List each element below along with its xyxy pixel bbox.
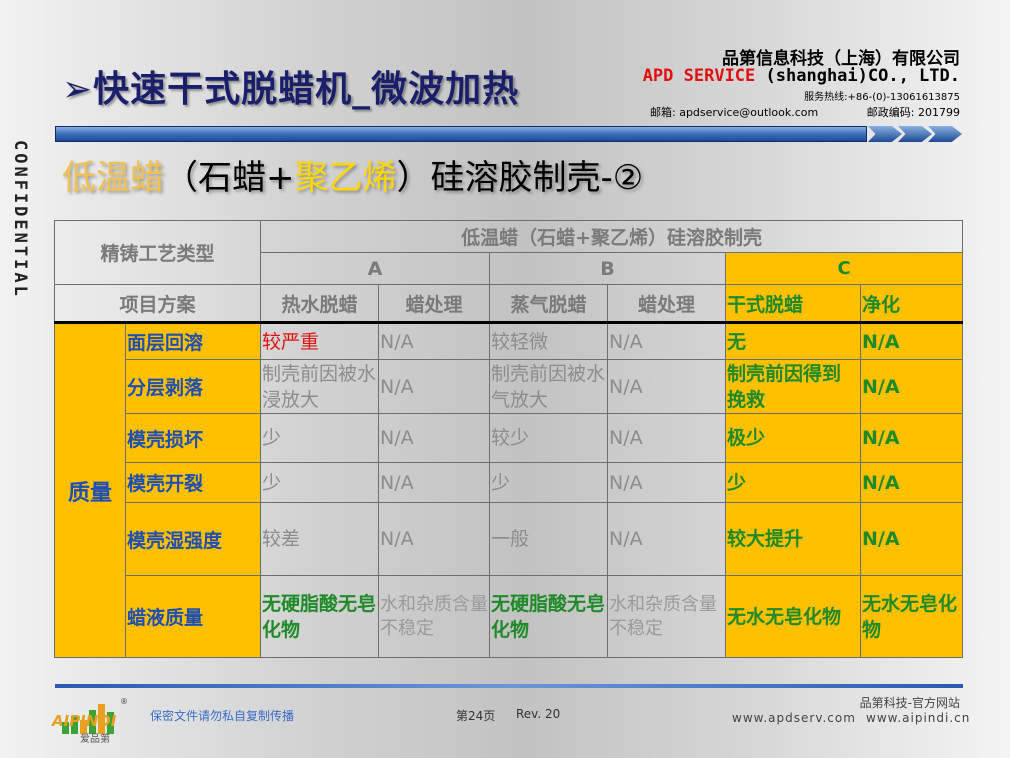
registered-mark: ® [120,697,128,706]
row-label: 模壳损坏 [124,413,262,463]
group-a-header: A [260,252,491,285]
table-cell: N/A [607,413,727,463]
table-cell: N/A [607,462,727,503]
table-cell: N/A [860,413,964,463]
table-cell: 较差 [260,502,380,576]
revision: Rev. 20 [516,707,561,721]
table-row: 模壳湿强度 较差 N/A 一般 N/A 较大提升 N/A [55,502,964,576]
logo-wordmark: AIPINDI [52,712,116,730]
row-label: 模壳湿强度 [124,502,262,576]
table-cell: 少 [260,462,380,503]
column-header: 热水脱蜡 [260,284,380,323]
table-cell: N/A [378,502,491,576]
logo-subtext: 爱品第 [80,734,110,745]
table-cell: 少 [260,413,380,463]
table-row: 蜡液质量 无硬脂酸无皂化物 水和杂质含量不稳定 无硬脂酸无皂化物 水和杂质含量不… [55,575,964,658]
company-name-cn: 品第信息科技（上海）有限公司 [722,49,960,69]
table-cell: N/A [607,321,727,360]
table-row: 模壳开裂 少 N/A 少 N/A 少 N/A [55,462,964,503]
website-link[interactable]: www.apdserv.com [732,711,856,725]
row-label: 模壳开裂 [124,462,262,503]
column-header: 蒸气脱蜡 [489,284,609,323]
table-cell: 极少 [725,413,862,463]
table-cell: 制壳前因被水浸放大 [260,359,380,414]
table-row: 分层剥落 制壳前因被水浸放大 N/A 制壳前因被水气放大 N/A 制壳前因得到挽… [55,359,964,414]
chevron-right-icon [898,126,932,142]
column-header: 净化 [860,284,964,323]
aipindi-logo-icon [62,704,114,734]
table-cell: N/A [378,413,491,463]
company-en-suffix: (shanghai)CO., LTD. [765,66,960,86]
table-cell: 制壳前因得到挽救 [725,359,862,414]
table-cell: 制壳前因被水气放大 [489,359,609,414]
table-cell: N/A [607,359,727,414]
chevron-right-icon [868,126,902,142]
column-header: 蜡处理 [607,284,727,323]
contact-email: 邮箱: apdservice@outlook.com [650,106,819,119]
row-label: 蜡液质量 [124,575,262,658]
table-cell: N/A [607,502,727,576]
table-cell: N/A [378,359,491,414]
confidential-label: CONFIDENTIAL [10,140,30,299]
table-cell: 较轻微 [489,321,609,360]
table-cell: 无硬脂酸无皂化物 [260,575,380,658]
group-b-header: B [489,252,727,285]
table-corner-label: 精铸工艺类型 [53,220,262,285]
service-hotline: 服务热线:+86-(0)-13061613875 [804,92,960,103]
table-cell: 较大提升 [725,502,862,576]
header-divider-bar [55,126,867,142]
logo-text: AIPINDI [52,712,117,730]
table-cell: 少 [725,462,862,503]
subtitle-polyethylene: 聚乙烯 [294,158,397,198]
website-link[interactable]: www.aipindi.cn [866,711,971,725]
table-cell: 无硬脂酸无皂化物 [489,575,609,658]
table-row: 质量 面层回溶 较严重 N/A 较轻微 N/A 无 N/A [54,321,964,658]
row-label: 面层回溶 [124,321,262,360]
comparison-table: 精铸工艺类型 低温蜡（石蜡+聚乙烯）硅溶胶制壳 A B C 项目方案 热水脱蜡 … [53,220,964,658]
slide-subtitle: 低温蜡（石蜡+聚乙烯）硅溶胶制壳-② [62,150,643,199]
table-cell: N/A [860,321,964,360]
subtitle-low-temp-wax: 低温蜡 [62,158,164,198]
subtitle-paren-open: （石蜡+ [164,158,295,198]
table-cell: 少 [489,462,609,503]
table-cell: N/A [860,502,964,576]
page-number: 第24页 [456,709,496,723]
postal-code: 邮政编码: 201799 [866,106,960,119]
table-cell: 无水无皂化物 [860,575,964,658]
plan-label: 项目方案 [53,284,262,323]
table-cell: N/A [860,359,964,414]
column-header: 蜡处理 [378,284,491,323]
company-brand: APD SERVICE [642,66,756,86]
table-row: 模壳损坏 少 N/A 较少 N/A 极少 N/A [55,413,964,463]
table-cell: 水和杂质含量不稳定 [607,575,727,658]
company-name-en: APD SERVICE (shanghai)CO., LTD. [643,66,960,86]
category-label: 质量 [54,321,126,658]
table-group-title: 低温蜡（石蜡+聚乙烯）硅溶胶制壳 [260,220,964,253]
chevron-right-icon [928,126,962,142]
column-header: 干式脱蜡 [725,284,862,323]
table-cell: 无水无皂化物 [725,575,862,658]
group-c-header: C [725,252,964,285]
table-cell: 一般 [489,502,609,576]
subtitle-paren-close: ）硅溶胶制壳-② [396,158,644,198]
confidential-notice: 保密文件请勿私自复制传播 [150,709,295,723]
footer-divider-bar [55,684,963,688]
table-cell: N/A [860,462,964,503]
table-cell: N/A [378,462,491,503]
official-site-label: 品第科技-官方网站 [859,696,960,710]
table-cell: 较严重 [260,321,380,360]
row-label: 分层剥落 [124,359,262,414]
table-cell: 较少 [489,413,609,463]
table-cell: 无 [725,321,862,360]
table-cell: 水和杂质含量不稳定 [378,575,491,658]
slide-title: ➢快速干式脱蜡机_微波加热 [62,69,520,110]
table-cell: N/A [378,321,491,360]
